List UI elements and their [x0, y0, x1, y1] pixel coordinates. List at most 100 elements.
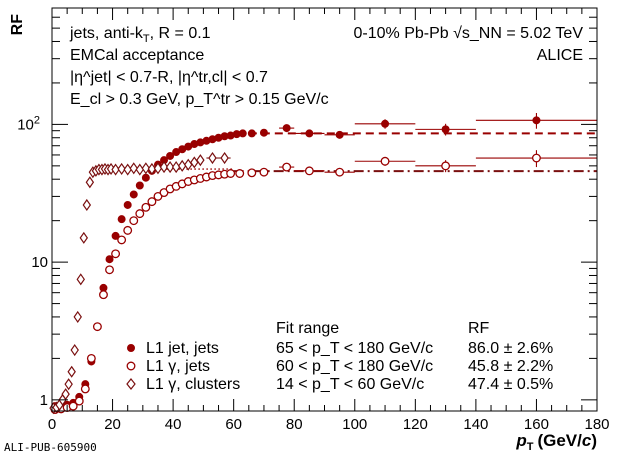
x-tick-label: 160	[524, 416, 549, 433]
point-l1-gamma-clusters	[196, 154, 205, 167]
annotation-energy-cut: E_cl > 0.3 GeV, p_T^tr > 0.15 GeV/c	[70, 91, 329, 108]
point-l1-gamma-clusters	[165, 161, 175, 174]
point-l1-gamma-clusters	[190, 156, 199, 169]
annotation-collision-system: 0-10% Pb-Pb √s_NN = 5.02 TeV	[354, 25, 584, 42]
point-l1-gamma-clusters	[117, 162, 126, 175]
legend-marker-filled-circle	[127, 344, 135, 352]
annotation-acceptance: EMCal acceptance	[70, 47, 204, 64]
annotation-jets-algo-text: jets, anti-k	[69, 25, 144, 42]
y-axis-label: RF	[9, 14, 26, 36]
annotation-eta-cut: |η^jet| < 0.7-R, |η^tr,cl| < 0.7	[70, 69, 268, 86]
annotation-jets-algo: jets, anti-kT, R = 0.1	[69, 25, 211, 45]
x-tick-label: 40	[165, 416, 182, 433]
legend-rf-2: 45.8 ± 2.2%	[468, 358, 553, 375]
x-axis-label-close: )	[591, 431, 597, 450]
point-l1-gamma-jets	[80, 384, 90, 394]
legend-fit-range-1: 65 < p_T < 180 GeV/c	[276, 340, 433, 357]
point-l1-jet-jets	[117, 215, 126, 224]
point-l1-gamma-clusters	[73, 310, 82, 323]
x-tick-label: 140	[463, 416, 488, 433]
point-l1-jet-jets	[247, 129, 256, 138]
point-l1-jet-jets	[129, 190, 138, 199]
point-l1-gamma-clusters	[184, 158, 193, 171]
x-tick-label: 80	[286, 416, 303, 433]
point-l1-gamma-jets	[259, 167, 269, 177]
point-l1-gamma-jets	[304, 166, 314, 176]
point-l1-gamma-jets	[86, 353, 96, 363]
point-l1-gamma-jets	[105, 265, 114, 275]
point-l1-gamma-jets	[123, 225, 133, 235]
point-l1-gamma-clusters	[79, 231, 89, 244]
y-tick-label: 102	[17, 114, 40, 133]
point-l1-gamma-jets	[235, 169, 245, 178]
x-tick-label: 0	[48, 416, 56, 433]
legend-label-l1-gamma-jets: L1 γ, jets	[146, 358, 210, 375]
legend-fit-range-3: 14 < p_T < 60 GeV/c	[276, 376, 424, 393]
point-l1-gamma-jets	[282, 162, 292, 172]
legend-label-l1-jet-jets: L1 jet, jets	[146, 340, 219, 357]
annotation-experiment: ALICE	[537, 47, 583, 64]
point-l1-gamma-clusters	[85, 176, 95, 189]
point-l1-gamma-jets	[92, 322, 102, 332]
point-l1-jet-jets	[105, 255, 114, 264]
point-l1-gamma-jets	[247, 168, 257, 178]
point-l1-gamma-clusters	[171, 161, 181, 174]
legend-header-rf: RF	[468, 320, 490, 337]
point-l1-jet-jets	[381, 119, 390, 128]
x-axis-label-sub: T	[527, 441, 534, 453]
point-l1-gamma-jets	[99, 290, 108, 300]
point-l1-gamma-clusters	[135, 163, 145, 176]
legend-marker-open-diamond	[126, 378, 136, 390]
point-l1-gamma-jets	[68, 401, 78, 411]
y-tick-label: 10	[31, 254, 48, 271]
x-axis-label: pT (GeV/c)	[515, 431, 597, 453]
point-l1-gamma-clusters	[64, 378, 73, 391]
point-l1-gamma-jets	[380, 156, 390, 166]
point-l1-gamma-jets	[153, 191, 163, 201]
annotation-jets-algo-rest: , R = 0.1	[150, 25, 211, 42]
point-l1-jet-jets	[305, 129, 314, 138]
point-l1-gamma-jets	[531, 153, 541, 163]
point-l1-gamma-clusters	[159, 161, 169, 174]
point-l1-gamma-jets	[335, 167, 345, 177]
point-l1-jet-jets	[141, 173, 150, 182]
point-l1-gamma-clusters	[67, 365, 76, 378]
point-l1-gamma-jets	[147, 197, 157, 207]
x-axis-label-unit: (GeV/	[537, 431, 582, 450]
point-l1-gamma-clusters	[76, 273, 85, 286]
legend: Fit range RF L1 jet, jets 65 < p_T < 180…	[126, 320, 553, 393]
x-axis-label-p: p	[515, 431, 526, 450]
point-l1-jet-jets	[441, 125, 450, 134]
publication-id: ALI-PUB-605900	[4, 441, 97, 454]
y-tick-label-base: 10	[17, 116, 34, 133]
point-l1-gamma-jets	[226, 169, 236, 178]
point-l1-gamma-clusters	[111, 163, 120, 176]
legend-rf-3: 47.4 ± 0.5%	[468, 376, 553, 393]
legend-header-fit-range: Fit range	[276, 320, 339, 337]
x-tick-label: 20	[104, 416, 121, 433]
point-l1-gamma-clusters	[147, 162, 157, 175]
x-axis-label-c: c	[582, 431, 592, 450]
point-l1-gamma-jets	[135, 209, 145, 219]
point-l1-gamma-jets	[117, 235, 127, 245]
point-l1-gamma-clusters	[70, 343, 79, 357]
point-l1-gamma-clusters	[220, 151, 229, 165]
point-l1-jet-jets	[166, 151, 175, 160]
x-tick-label: 60	[225, 416, 242, 433]
x-tick-label: 120	[403, 416, 428, 433]
legend-rf-1: 86.0 ± 2.6%	[468, 340, 553, 357]
point-l1-gamma-clusters	[129, 162, 138, 175]
x-tick-label: 100	[342, 416, 367, 433]
point-l1-jet-jets	[123, 200, 132, 209]
legend-marker-open-circle	[126, 361, 136, 371]
point-l1-jet-jets	[111, 231, 120, 240]
x-tick-label: 180	[584, 416, 609, 433]
point-l1-jet-jets	[282, 124, 291, 133]
point-l1-gamma-clusters	[82, 198, 92, 212]
point-l1-jet-jets	[238, 129, 247, 138]
point-l1-jet-jets	[135, 181, 144, 190]
legend-fit-range-2: 60 < p_T < 180 GeV/c	[276, 358, 433, 375]
point-l1-gamma-jets	[129, 216, 139, 226]
